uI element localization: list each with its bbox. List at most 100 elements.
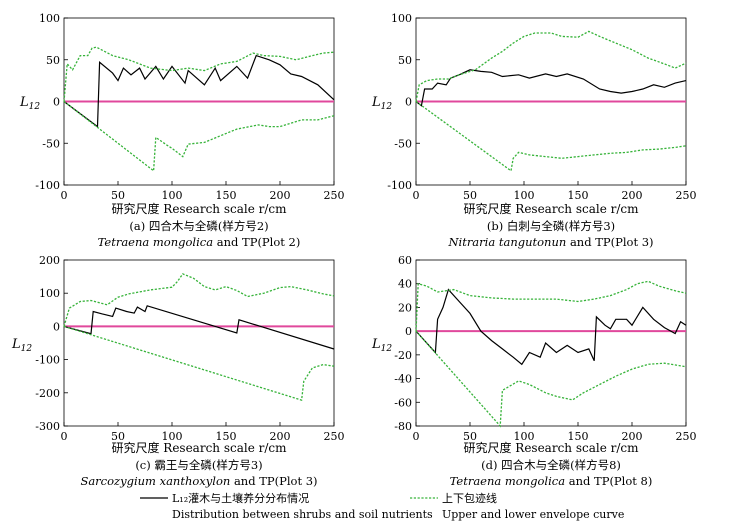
x-tick-label-c-5: 250 — [324, 430, 345, 443]
x-tick-label-c-4: 200 — [270, 430, 291, 443]
y-tick-label-d-5: 20 — [398, 301, 412, 314]
series-line-b-lower-envelope — [415, 100, 687, 172]
y-tick-label-a-0: -100 — [35, 179, 60, 192]
series-line-b-upper-envelope — [415, 30, 687, 102]
series-line-d-upper-envelope — [415, 280, 687, 332]
x-axis-label-d: 研究尺度 Research scale r/cm — [463, 440, 639, 455]
y-tick-label-d-1: -60 — [394, 396, 412, 409]
series-line-a-observed — [63, 54, 335, 128]
caption-plot-d: and TP(Plot 8) — [569, 474, 653, 488]
x-tick-label-c-0: 0 — [61, 430, 68, 443]
y-tick-label-c-5: 200 — [39, 254, 60, 267]
y-tick-label-d-4: 0 — [405, 325, 412, 338]
x-tick-label-b-3: 150 — [568, 189, 589, 202]
y-axis-label-c: L12 — [11, 337, 32, 354]
y-tick-label-d-2: -40 — [394, 373, 412, 386]
ticks-c: 0 50 100 150 200 250 -300 -200 -100 0 100 200 — [35, 254, 344, 443]
y-tick-label-d-0: -80 — [394, 420, 412, 433]
x-tick-label-c-1: 50 — [111, 430, 125, 443]
y-tick-label-b-4: 100 — [391, 12, 412, 25]
plot-frame-d — [415, 259, 687, 427]
y-tick-label-c-1: -200 — [35, 387, 60, 400]
y-tick-label-d-7: 60 — [398, 254, 412, 267]
x-tick-label-a-5: 250 — [324, 189, 345, 202]
y-tick-label-a-2: 0 — [53, 96, 60, 109]
x-tick-label-b-0: 0 — [413, 189, 420, 202]
x-tick-label-d-2: 100 — [514, 430, 535, 443]
x-tick-label-a-1: 50 — [111, 189, 125, 202]
y-tick-label-a-1: -50 — [42, 137, 60, 150]
y-tick-label-d-6: 40 — [398, 278, 412, 291]
series-line-d-observed — [415, 288, 687, 366]
panel-c: 0 50 100 150 200 250 -300 -200 -100 0 100 200 L12 研… — [11, 254, 345, 488]
caption-en-a: Tetraena mongolica and TP(Plot 2) — [98, 235, 301, 249]
caption-species-b: Nitraria tangutonun — [447, 235, 566, 249]
caption-species-d: Tetraena mongolica — [450, 474, 566, 488]
series-b — [415, 30, 687, 172]
series-line-b-observed — [415, 69, 687, 107]
x-tick-label-a-3: 150 — [216, 189, 237, 202]
caption-en-c: Sarcozygium xanthoxylon and TP(Plot 3) — [80, 474, 317, 488]
y-tick-label-b-2: 0 — [405, 96, 412, 109]
legend: L₁₂灌木与土壤养分分布情况 Distribution between shru… — [140, 491, 624, 521]
series-line-a-lower-envelope — [63, 100, 335, 173]
series-line-c-observed — [63, 305, 335, 350]
y-axis-label-b: L12 — [371, 95, 392, 112]
y-tick-label-c-0: -300 — [35, 420, 60, 433]
x-tick-label-d-0: 0 — [413, 430, 420, 443]
ticks-b: 0 50 100 150 200 250 -100 -50 0 50 100 — [387, 12, 696, 202]
panel-b: 0 50 100 150 200 250 -100 -50 0 50 100 L12 研究尺度 Re… — [371, 12, 697, 249]
x-tick-label-d-5: 250 — [676, 430, 697, 443]
series-a — [63, 46, 335, 173]
x-tick-label-c-3: 150 — [216, 430, 237, 443]
y-tick-label-a-3: 50 — [46, 54, 60, 67]
x-tick-label-a-0: 0 — [61, 189, 68, 202]
legend-observed-label-en: Distribution between shrubs and soil nut… — [172, 508, 433, 521]
y-tick-label-b-3: 50 — [398, 54, 412, 67]
panel-d: 0 50 100 150 200 250 -80 -60 -40 -20 0 20 40 60 L12 研… — [371, 254, 697, 488]
series-c — [63, 273, 335, 401]
caption-species-a: Tetraena mongolica — [98, 235, 214, 249]
legend-envelope-label-en: Upper and lower envelope curve — [442, 508, 624, 521]
x-tick-label-b-1: 50 — [463, 189, 477, 202]
x-tick-label-a-4: 200 — [270, 189, 291, 202]
caption-cn-c: (c) 霸王与全磷(样方号3) — [135, 458, 262, 472]
y-tick-label-d-3: -20 — [394, 349, 412, 362]
y-tick-label-c-2: -100 — [35, 354, 60, 367]
caption-plot-b: and TP(Plot 3) — [570, 235, 654, 249]
plot-frame-c — [63, 259, 335, 427]
y-tick-label-b-0: -100 — [387, 179, 412, 192]
x-axis-label-b: 研究尺度 Research scale r/cm — [463, 201, 639, 216]
caption-plot-c: and TP(Plot 3) — [234, 474, 318, 488]
caption-plot-a: and TP(Plot 2) — [217, 235, 301, 249]
series-d — [415, 280, 687, 428]
caption-en-b: Nitraria tangutonun and TP(Plot 3) — [447, 235, 653, 249]
caption-en-d: Tetraena mongolica and TP(Plot 8) — [450, 474, 653, 488]
legend-envelope-label: 上下包迹线 — [442, 491, 497, 505]
y-axis-label-a: L12 — [19, 95, 40, 112]
caption-cn-b: (b) 白刺与全磷(样方号3) — [487, 219, 615, 233]
ticks-d: 0 50 100 150 200 250 -80 -60 -40 -20 0 20 40 60 — [394, 254, 696, 443]
y-tick-label-a-4: 100 — [39, 12, 60, 25]
series-line-a-upper-envelope — [63, 46, 335, 102]
x-tick-label-b-2: 100 — [514, 189, 535, 202]
x-tick-label-a-2: 100 — [162, 189, 183, 202]
caption-species-c: Sarcozygium xanthoxylon — [80, 474, 230, 488]
x-tick-label-d-4: 200 — [622, 430, 643, 443]
caption-cn-a: (a) 四合木与全磷(样方号2) — [129, 219, 268, 233]
caption-cn-d: (d) 四合木与全磷(样方号8) — [481, 458, 621, 472]
y-tick-label-b-1: -50 — [394, 137, 412, 150]
x-tick-label-b-5: 250 — [676, 189, 697, 202]
series-line-c-upper-envelope — [63, 273, 335, 327]
legend-observed-label: L₁₂灌木与土壤养分分布情况 — [172, 491, 309, 505]
ticks-a: 0 50 100 150 200 250 -100 -50 0 50 100 — [35, 12, 344, 202]
x-tick-label-d-3: 150 — [568, 430, 589, 443]
x-tick-label-d-1: 50 — [463, 430, 477, 443]
series-line-c-lower-envelope — [63, 325, 335, 401]
x-axis-label-c: 研究尺度 Research scale r/cm — [111, 440, 287, 455]
y-axis-label-d: L12 — [371, 337, 392, 354]
series-line-d-lower-envelope — [415, 330, 687, 428]
x-tick-label-b-4: 200 — [622, 189, 643, 202]
y-tick-label-c-3: 0 — [53, 320, 60, 333]
